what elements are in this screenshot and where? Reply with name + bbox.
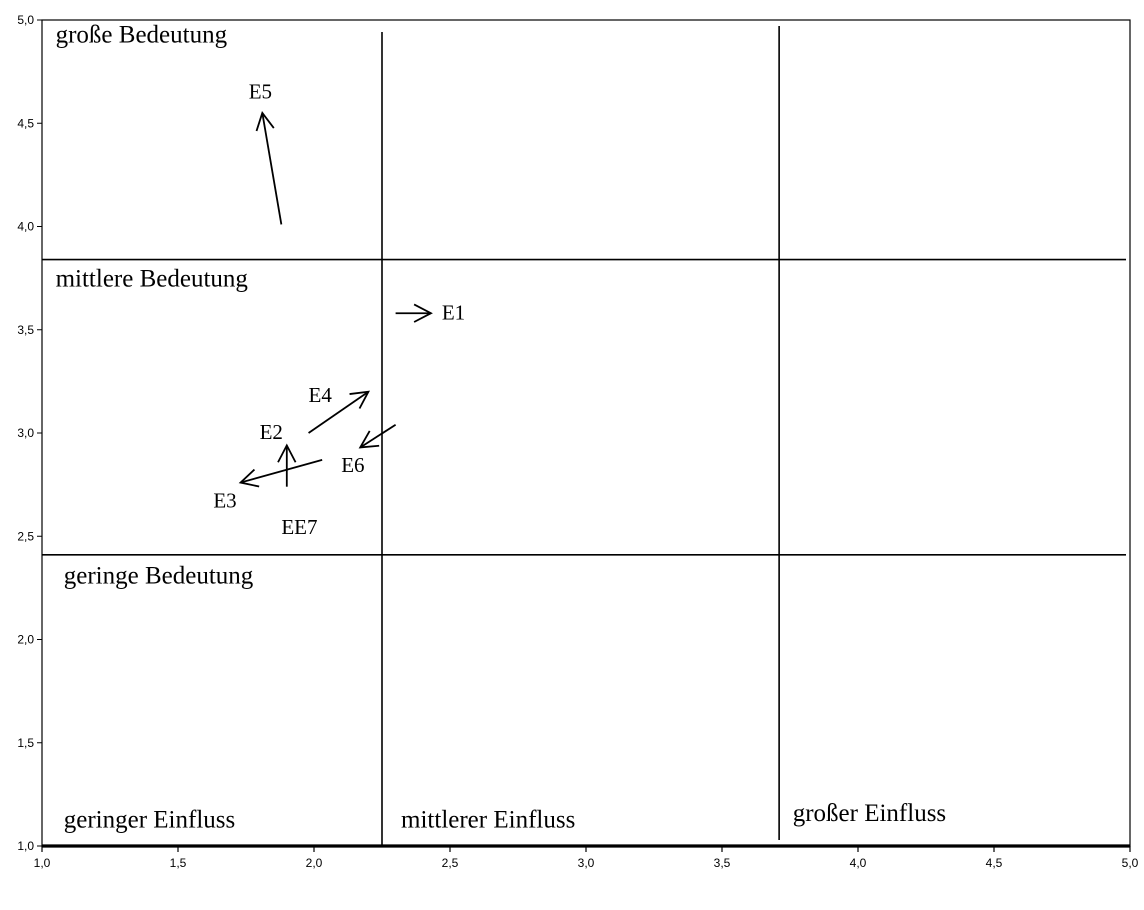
plot-frame	[41, 19, 1131, 847]
arrow-head	[238, 468, 260, 488]
y-tick-label: 4,0	[17, 220, 34, 234]
point-label: E4	[309, 383, 333, 407]
arrow-ee7: EE7	[281, 515, 317, 539]
data-arrows: E1 E2 E3 E4 E5 E6 EE7	[213, 79, 465, 539]
arrow-e2: E2	[260, 420, 297, 487]
zone-label: mittlere Bedeutung	[56, 265, 249, 292]
zone-labels: große Bedeutung mittlere Bedeutung geringe…	[56, 22, 947, 834]
zone-label: geringer Einfluss	[64, 806, 235, 833]
arrow-e5: E5	[249, 79, 283, 225]
point-label: EE7	[281, 515, 317, 539]
point-label: E2	[260, 420, 283, 444]
y-tick-label: 1,0	[17, 839, 34, 853]
y-tick-label: 5,0	[17, 13, 34, 27]
arrow-shaft	[308, 390, 369, 434]
x-tick-label: 2,0	[306, 856, 323, 870]
x-tick-label: 3,5	[714, 856, 731, 870]
arrow-head	[349, 390, 371, 409]
arrow-head	[358, 430, 380, 449]
x-tick-label: 4,5	[986, 856, 1003, 870]
y-tick-label: 4,5	[17, 116, 34, 130]
arrow-e1: E1	[395, 300, 465, 324]
x-tick-label: 1,0	[34, 856, 51, 870]
x-tick-label: 4,0	[850, 856, 867, 870]
y-tick-label: 3,5	[17, 323, 34, 337]
x-tick-label: 3,0	[578, 856, 595, 870]
y-tick-label: 2,5	[17, 529, 34, 543]
point-label: E5	[249, 79, 272, 103]
arrow-shaft	[240, 458, 323, 484]
arrow-e4: E4	[308, 383, 371, 434]
point-label: E1	[442, 300, 465, 324]
arrow-shaft	[261, 112, 283, 225]
x-axis-ticks: 1,0 1,5 2,0 2,5 3,0 3,5 4,0 4,5 5,0	[34, 846, 1139, 870]
point-label: E6	[341, 453, 364, 477]
arrow-e6: E6	[341, 423, 397, 477]
y-tick-label: 3,0	[17, 426, 34, 440]
y-axis-ticks: 1,0 1,5 2,0 2,5 3,0 3,5 4,0 4,5 5,0	[17, 13, 42, 853]
arrow-shaft	[359, 423, 397, 449]
point-label: E3	[213, 488, 236, 512]
quadrant-dividers	[42, 26, 1126, 846]
x-tick-label: 2,5	[442, 856, 459, 870]
y-tick-label: 1,5	[17, 736, 34, 750]
zone-label: geringe Bedeutung	[64, 563, 254, 590]
x-tick-label: 1,5	[170, 856, 187, 870]
arrow-e3: E3	[213, 458, 323, 512]
zone-label: große Bedeutung	[56, 22, 228, 49]
arrow-head	[255, 111, 275, 132]
x-tick-label: 5,0	[1122, 856, 1139, 870]
zone-label: mittlerer Einfluss	[401, 806, 575, 833]
arrow-head	[277, 443, 297, 463]
arrow-head	[413, 303, 433, 323]
y-tick-label: 2,0	[17, 633, 34, 647]
zone-label: großer Einfluss	[793, 800, 946, 827]
